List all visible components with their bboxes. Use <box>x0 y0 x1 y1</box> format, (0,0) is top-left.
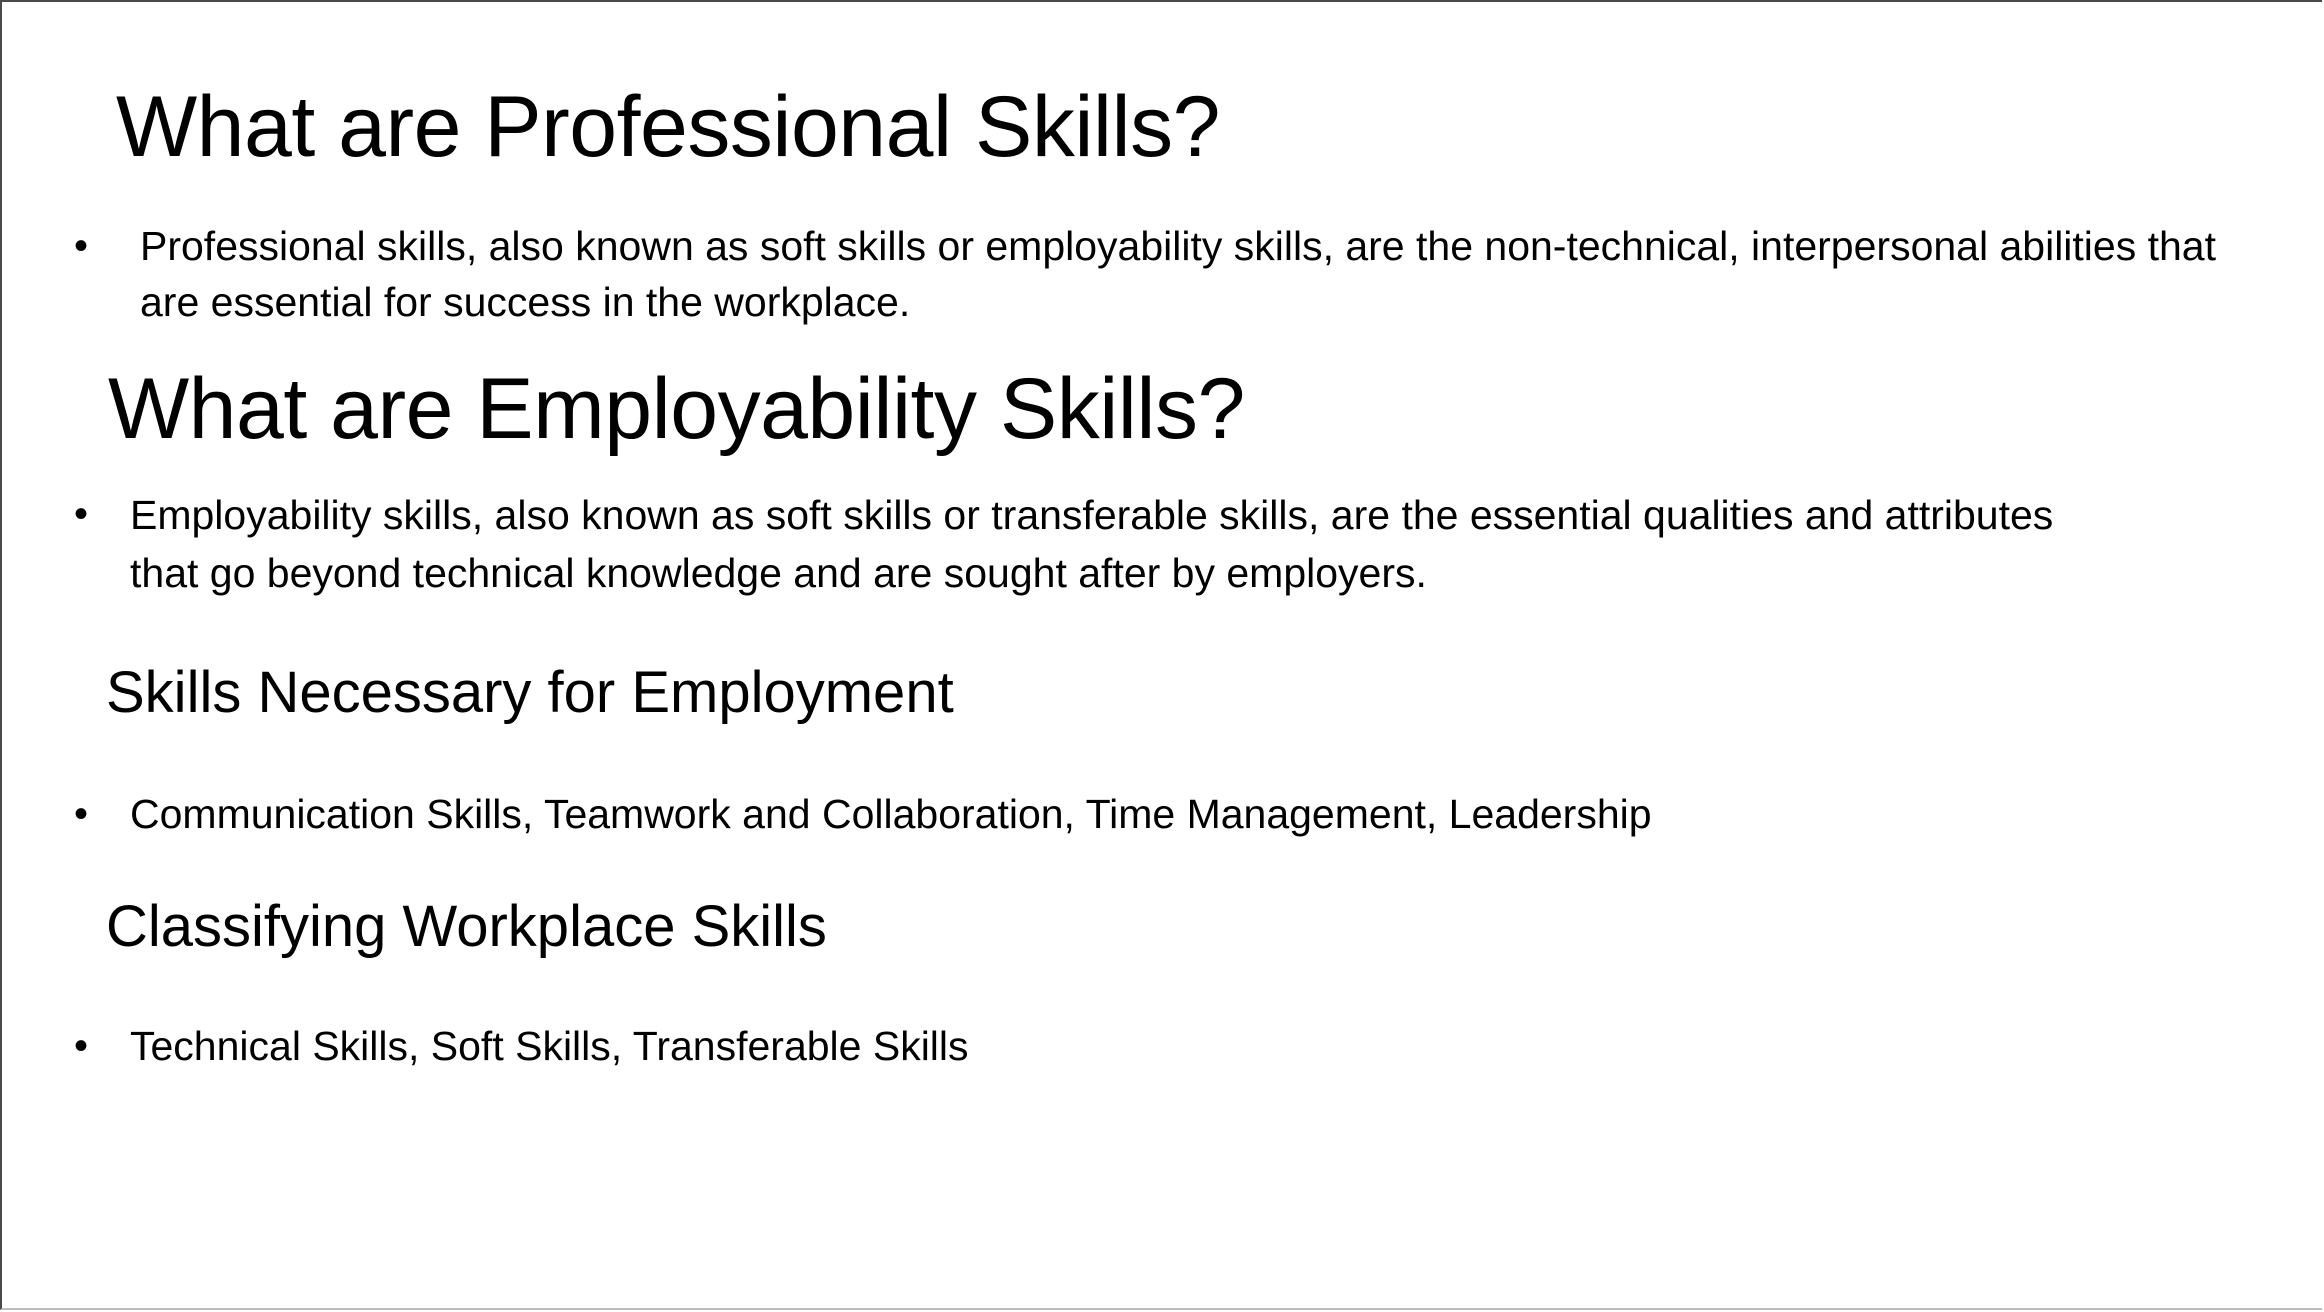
slide-title: What are Professional Skills? <box>116 79 1220 175</box>
bullet-icon: • <box>74 492 89 536</box>
employability-skills-definition: Employability skills, also known as soft… <box>130 492 2054 596</box>
skills-necessary-list: Communication Skills, Teamwork and Colla… <box>130 791 1652 837</box>
skills-necessary-heading: Skills Necessary for Employment <box>106 660 954 725</box>
employability-title: What are Employability Skills? <box>108 361 1245 457</box>
bullet-icon: • <box>74 792 89 836</box>
classifying-skills-heading: Classifying Workplace Skills <box>106 894 827 959</box>
bullet-icon: • <box>74 1024 89 1068</box>
professional-skills-definition: Professional skills, also known as soft … <box>140 223 2216 325</box>
bullet-icon: • <box>74 224 89 268</box>
classifying-skills-list: Technical Skills, Soft Skills, Transfera… <box>130 1023 969 1069</box>
